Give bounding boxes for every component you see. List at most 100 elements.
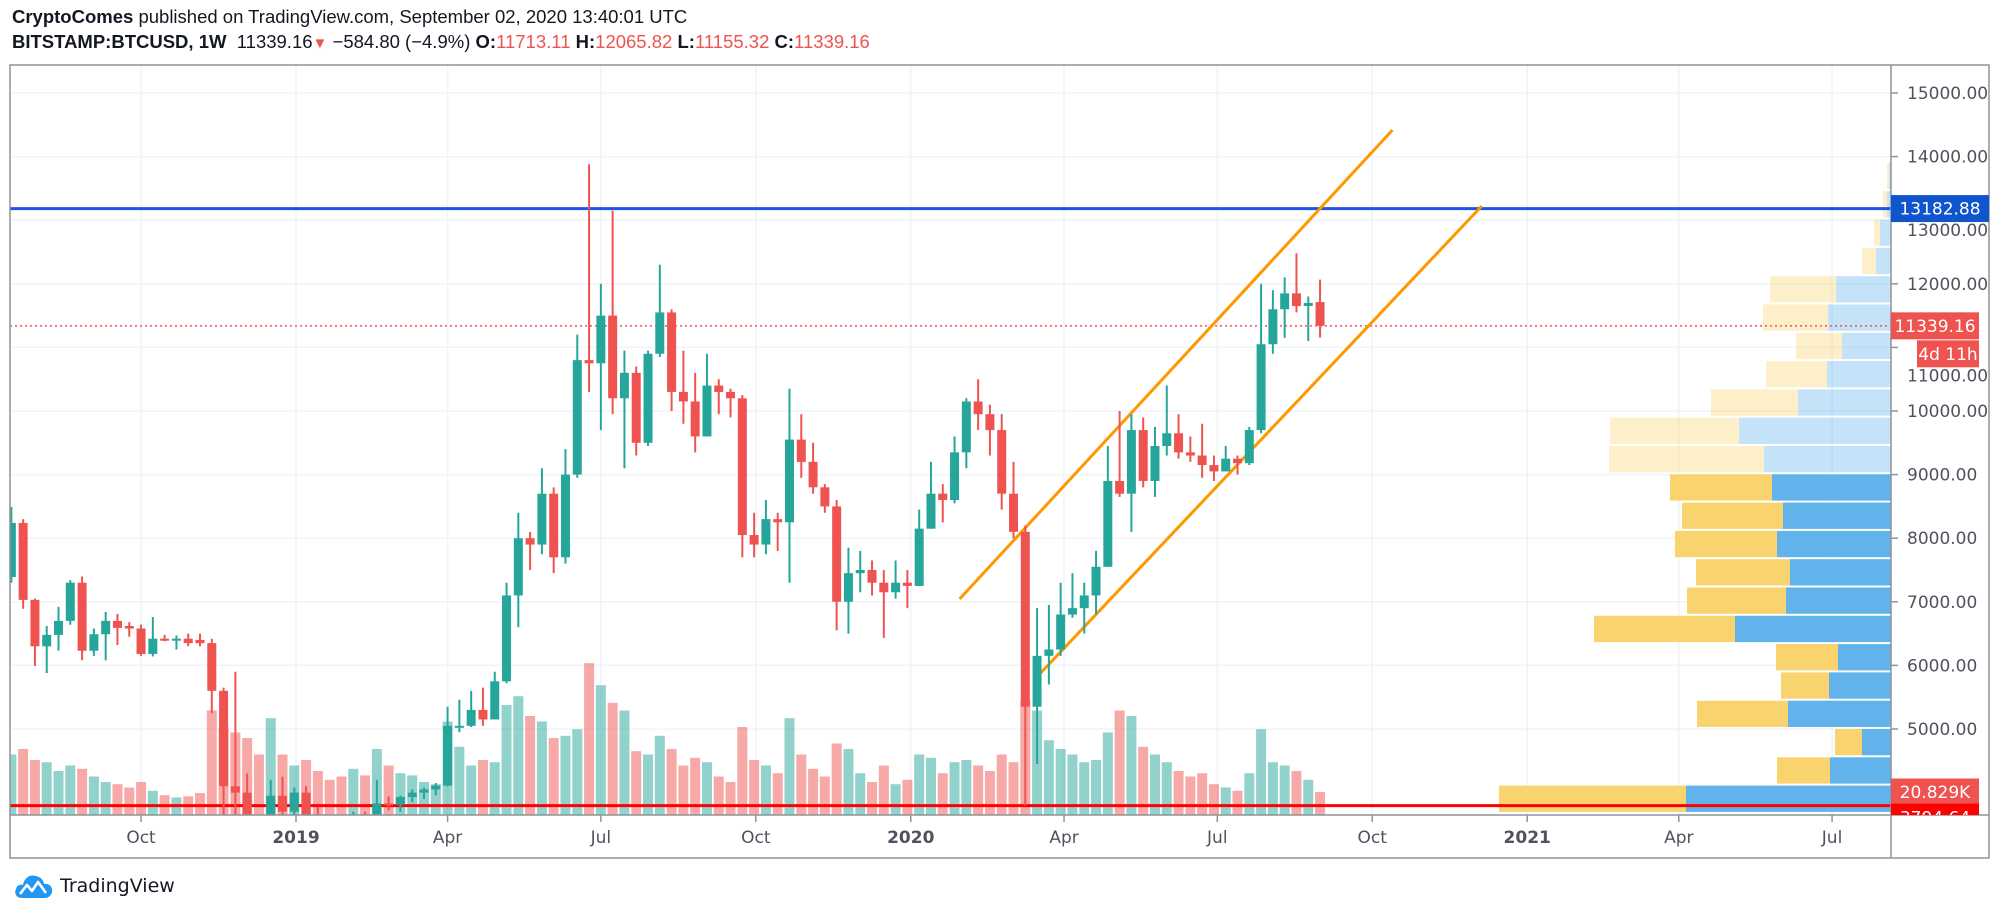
last-volume-label: 20.829K [1891,778,1979,806]
bar-countdown-label-text: 4d 11h [1918,345,1977,365]
volume-bar [843,749,854,815]
candle-body [761,519,771,545]
candles [10,164,1325,815]
candle-body [1197,455,1207,466]
time-tick-label: Oct [741,828,771,848]
candle-body [1020,531,1030,707]
volume-bar [77,768,88,815]
volume-bar [88,776,99,815]
candle-body [148,638,158,654]
candle-body [985,414,995,431]
candle-body [18,522,28,600]
volume-bar [536,721,547,815]
candle [1138,417,1148,488]
volume-bar [513,696,524,815]
candle [148,617,158,657]
channel-lower-line[interactable] [1037,204,1483,677]
candle-body [643,353,653,443]
symbol-legend: BITSTAMP:BTCUSD, 1W 11339.16▼ −584.80 (−… [12,31,870,53]
candle [584,164,594,392]
volume-bar [466,765,477,815]
candle [230,671,240,815]
candle-body [89,634,99,651]
candle-body [808,461,818,488]
candle-body [1221,458,1231,472]
candle [572,334,582,478]
candle [702,353,712,437]
low-value: 11155.32 [694,31,770,52]
volume-bar [772,773,783,815]
volume-bar [819,776,830,815]
candle-body [726,391,736,399]
time-axis[interactable]: Oct 2019 Apr Jul Oct 2020 Apr Jul Oct 2021 Apr Jul [126,815,1842,848]
candle [726,388,736,418]
triangle-down-icon: ▼ [312,35,328,52]
profile-up-bar [1830,757,1891,784]
candle-body [431,785,441,790]
profile-down-bar [1777,757,1830,784]
profile-down-bar [1696,559,1790,586]
candle-body [608,315,618,399]
profile-down-bar [1675,530,1777,558]
profile-up-bar [1838,644,1891,671]
symbol-name[interactable]: BITSTAMP:BTCUSD, 1W [12,31,227,52]
profile-up-bar [1788,700,1891,727]
profile-up-bar [1827,361,1891,388]
candle-body [619,372,629,399]
candle-body [502,595,512,682]
chart-pane[interactable] [6,128,1891,840]
volume-bar [1303,779,1314,815]
price-axis[interactable]: 15000.00 14000.00 13000.00 12000.00 11000.00… [1891,84,1988,740]
candle [879,570,889,639]
volume-bar [1232,790,1243,815]
drawings[interactable] [10,128,1891,808]
candle [631,366,641,456]
profile-up-bar [1686,785,1891,812]
candle-body [843,573,853,602]
channel-upper-line[interactable] [958,128,1394,601]
candle [914,509,924,586]
profile-down-bar [1776,644,1838,671]
candle [667,309,677,411]
author-name[interactable]: CryptoComes [12,6,134,27]
high-value: 12065.82 [595,31,673,52]
volume-bar [253,754,264,815]
candle-body [10,522,16,577]
resistance-price-label: 13182.88 [1891,195,1989,223]
volume-bars [10,663,1326,815]
volume-bar [595,685,606,815]
candle [525,531,535,570]
candle [454,699,464,733]
candle [10,507,16,583]
candle [77,576,87,661]
candle [1162,385,1172,456]
candle [242,773,252,815]
candle-body [973,401,983,415]
candle-body [690,401,700,437]
outer-border [9,64,1990,859]
candle-body [832,506,842,602]
volume-bar [973,765,984,815]
profile-down-bar [1874,219,1880,246]
volume-bar [1173,771,1184,815]
candle [596,283,606,431]
candle [124,622,134,637]
candle-body [702,385,712,437]
candle-body [230,786,240,793]
candle-body [136,628,146,654]
tradingview-logo[interactable]: TradingView [14,872,175,900]
open-value: 11713.11 [496,31,571,52]
candle [1067,573,1077,618]
volume-bar [136,782,147,815]
candle [714,379,724,415]
candle-body [1268,309,1278,345]
candle-body [926,493,936,529]
candle-body [867,570,877,583]
volume-bar [1208,784,1219,815]
candle-body [219,690,229,787]
candle-body [1126,430,1136,494]
candle-body [525,538,535,545]
volume-bar [937,773,948,815]
candle [891,560,901,599]
